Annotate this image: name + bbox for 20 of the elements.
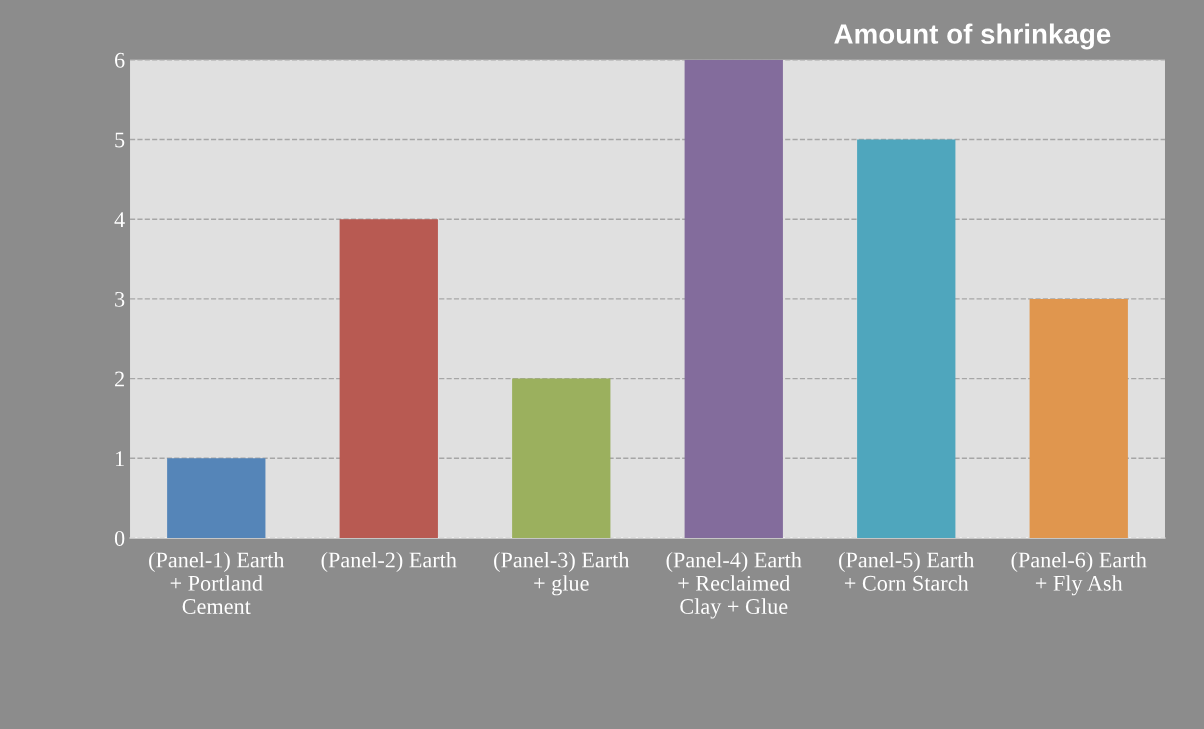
bar <box>167 458 266 538</box>
x-tick-label: (Panel-6) Earth + Fly Ash <box>1011 551 1147 596</box>
y-tick-label: 0 <box>114 530 125 546</box>
x-tick-label: (Panel-5) Earth + Corn Starch <box>839 551 975 591</box>
x-tick-label: (Panel-1) Earth + Portland Cement <box>149 551 285 614</box>
x-tick-label: (Panel-4) Earth + Reclaimed Clay + Glue <box>666 551 802 619</box>
bar <box>512 378 611 538</box>
x-tick-label: (Panel-3) Earth + glue <box>494 551 630 596</box>
y-tick-label: 2 <box>115 371 124 387</box>
y-tick-label: 3 <box>115 291 125 307</box>
bar <box>1029 298 1128 538</box>
y-tick-label: 1 <box>116 451 124 467</box>
bar <box>339 219 438 538</box>
x-tick-label: (Panel-2) Earth <box>321 551 457 573</box>
y-tick-label: 4 <box>114 212 125 227</box>
y-tick-label: 5 <box>115 132 125 148</box>
chart-title: Amount of shrinkage <box>834 23 1111 50</box>
y-tick-label: 6 <box>115 52 125 68</box>
bar <box>684 59 783 538</box>
bar <box>857 139 956 538</box>
